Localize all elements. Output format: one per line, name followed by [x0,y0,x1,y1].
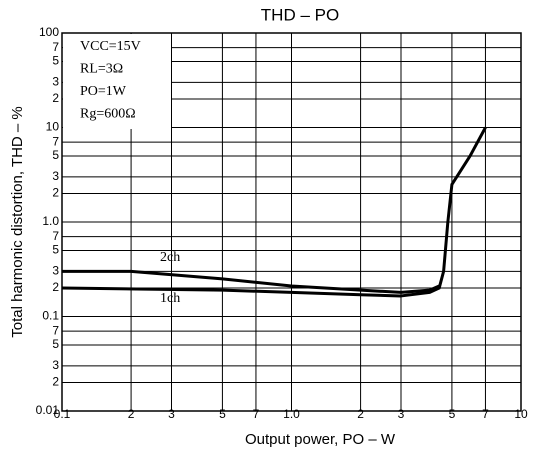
x-tick-label: 3 [168,407,175,421]
line [61,126,487,298]
y-tick-label: 2 [52,280,59,294]
x-tick-label: 2 [128,407,135,421]
annotation: VCC=15V [80,39,141,54]
x-tick-label: 7 [482,407,489,421]
annotation: Rg=600Ω [80,107,136,122]
y-axis-label: Total harmonic distortion, THD – % [9,106,26,337]
y-tick-label: 3 [52,264,59,278]
x-tick-label: 3 [398,407,405,421]
y-tick-label: 3 [52,75,59,89]
annotation-box [63,34,171,129]
plot-frame [61,32,522,412]
y-tick-label: 0.1 [42,309,59,323]
chart-title: THD – PO [261,5,339,24]
y-tick-label: 0.01 [36,403,60,417]
annotation: RL=3Ω [80,62,123,77]
x-tick-label: 1.0 [283,407,300,421]
y-tick-label: 7 [52,40,59,54]
y-tick-label: 5 [52,54,59,68]
y-tick-label: 1.0 [42,214,59,228]
y-tick-label: 5 [52,148,59,162]
legend-label: 2ch [160,250,180,265]
y-tick-label: 100 [39,25,59,39]
y-tick-label: 3 [52,358,59,372]
y-tick-label: 7 [52,229,59,243]
y-tick-label: 2 [52,91,59,105]
annotation: PO=1W [80,84,127,99]
y-tick-label: 7 [52,323,59,337]
y-tick-label: 5 [52,337,59,351]
y-tick-label: 2 [52,375,59,389]
x-axis-label: Output power, PO – W [245,431,396,448]
x-tick-label: 2 [357,407,364,421]
y-tick-label: 5 [52,243,59,257]
x-tick-label: 5 [449,407,456,421]
y-tick-label: 7 [52,134,59,148]
x-tick-label: 7 [253,407,260,421]
y-tick-label: 3 [52,169,59,183]
x-tick-label: 5 [219,407,226,421]
y-tick-label: 10 [46,120,60,134]
y-tick-label: 2 [52,186,59,200]
legend-label: 1ch [160,291,180,306]
line [62,269,440,294]
